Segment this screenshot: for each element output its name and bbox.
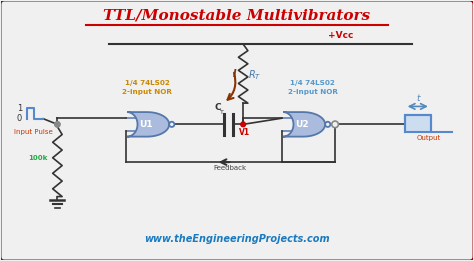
Circle shape — [169, 122, 174, 127]
Text: 1: 1 — [17, 104, 22, 113]
Text: U1: U1 — [139, 120, 153, 129]
Circle shape — [55, 122, 60, 127]
Polygon shape — [127, 112, 169, 137]
Text: 0: 0 — [17, 114, 22, 123]
Circle shape — [241, 122, 246, 127]
Polygon shape — [405, 115, 431, 132]
Text: U2: U2 — [295, 120, 309, 129]
Text: T: T — [220, 110, 224, 115]
Text: I: I — [232, 69, 236, 79]
Text: t: t — [416, 94, 419, 103]
Text: www.theEngineeringProjects.com: www.theEngineeringProjects.com — [144, 234, 330, 244]
Circle shape — [332, 121, 338, 128]
Text: +Vcc: +Vcc — [328, 31, 354, 39]
Polygon shape — [283, 112, 325, 137]
Text: 1/4 74LS02: 1/4 74LS02 — [125, 80, 170, 86]
Text: Input Pulse: Input Pulse — [14, 129, 53, 135]
Text: C: C — [215, 103, 221, 112]
Text: V1: V1 — [238, 128, 250, 137]
Text: 1/4 74LS02: 1/4 74LS02 — [290, 80, 335, 86]
Circle shape — [325, 122, 330, 127]
Text: 2-input NOR: 2-input NOR — [288, 89, 337, 95]
Text: $R_T$: $R_T$ — [248, 69, 262, 82]
Text: TTL/Monostable Multivibrators: TTL/Monostable Multivibrators — [103, 9, 371, 23]
Text: Output: Output — [416, 135, 440, 141]
Text: Feedback: Feedback — [213, 165, 246, 171]
Text: 2-input NOR: 2-input NOR — [122, 89, 172, 95]
Text: 100k: 100k — [28, 155, 47, 161]
